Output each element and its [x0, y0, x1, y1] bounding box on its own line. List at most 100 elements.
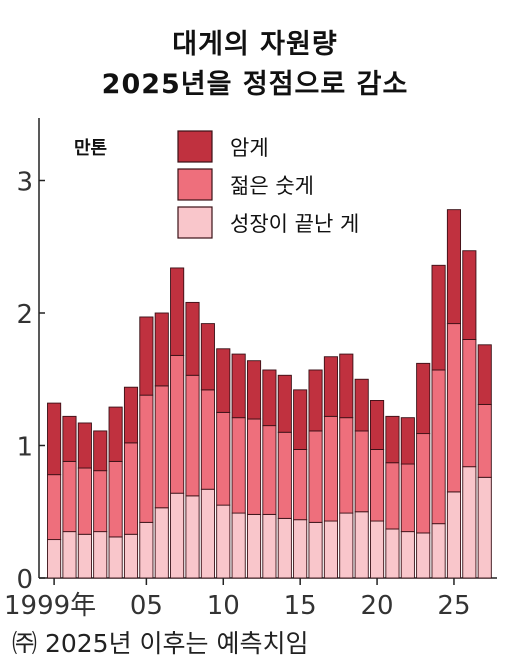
bar-segment-2022-s0	[400, 531, 415, 579]
x-tick-label: 05	[130, 591, 163, 621]
bar-segment-2004-s1	[123, 442, 139, 535]
bar-segment-2020-s0	[370, 520, 385, 579]
bar-segment-2010-s2	[216, 348, 231, 413]
bar-segment-2006-s1	[154, 385, 169, 509]
bar-segment-2004-s0	[123, 533, 139, 579]
bar-segment-2016-s1	[308, 430, 323, 523]
bar-segment-2011-s0	[231, 512, 246, 579]
bar-segment-2026-s2	[462, 250, 477, 340]
bar-segment-2009-s0	[200, 488, 215, 579]
bar-segment-2001-s1	[77, 467, 92, 535]
bar-segment-2024-s0	[431, 523, 446, 579]
bar-segment-2018-s1	[339, 417, 354, 514]
bar-segment-2026-s0	[462, 466, 477, 579]
bar-segment-2012-s2	[246, 360, 262, 420]
bar-segment-2023-s2	[416, 362, 431, 435]
bar-segment-2014-s0	[277, 517, 292, 579]
legend-label-1: 젊은 숫게	[230, 174, 314, 198]
bar-segment-2014-s1	[277, 431, 292, 519]
bar-segment-2021-s0	[385, 528, 400, 579]
bar-segment-2020-s2	[370, 400, 385, 450]
bar-segment-2025-s0	[446, 491, 462, 579]
x-tick-label: 20	[361, 591, 394, 621]
y-tick-label: 0	[16, 565, 33, 595]
bar-segment-2007-s2	[170, 267, 185, 356]
x-tick-label: 25	[437, 591, 470, 621]
bar-segment-2013-s1	[262, 425, 277, 515]
y-tick-label: 1	[16, 433, 33, 463]
bar-segment-1999-s1	[47, 474, 62, 541]
bar-segment-2012-s1	[246, 418, 262, 515]
y-tick-label: 2	[16, 300, 33, 330]
bar-segment-2013-s2	[262, 369, 277, 427]
bar-segment-2015-s2	[293, 389, 308, 450]
bar-segment-2001-s0	[77, 533, 92, 579]
x-tick-label: 10	[207, 591, 240, 621]
bar-segment-2024-s1	[431, 369, 446, 525]
bar-segment-2023-s1	[416, 433, 431, 534]
bar-segment-2011-s1	[231, 417, 246, 514]
bar-segment-2027-s0	[477, 476, 492, 579]
bar-segment-2004-s2	[123, 386, 139, 444]
chart-title-line-2: 2025년을 정점으로 감소	[101, 69, 409, 100]
bar-segment-2005-s1	[139, 394, 154, 523]
bar-segment-2008-s2	[185, 301, 200, 376]
bar-segment-2010-s0	[216, 504, 231, 579]
bar-segment-2002-s2	[93, 430, 108, 472]
bar-segment-2022-s1	[400, 463, 415, 533]
bar-segment-2024-s2	[431, 264, 446, 371]
bar-segment-2025-s2	[446, 209, 462, 325]
bar-segment-2000-s2	[62, 415, 77, 462]
bar-segment-2007-s1	[170, 354, 185, 494]
legend-swatch-0	[177, 130, 213, 163]
bar-segment-2009-s1	[200, 389, 215, 490]
bar-segment-2002-s1	[93, 470, 108, 533]
bar-segment-2014-s2	[277, 374, 292, 433]
y-tick-label: 3	[16, 168, 33, 198]
bar-segment-2003-s2	[108, 406, 123, 462]
bar-segment-2010-s1	[216, 411, 231, 506]
bar-segment-2000-s1	[62, 460, 77, 533]
bar-segment-2005-s2	[139, 316, 154, 396]
legend-swatch-1	[177, 168, 213, 201]
bar-segment-2000-s0	[62, 531, 77, 579]
bar-segment-2011-s2	[231, 353, 246, 419]
bar-segment-2001-s2	[77, 422, 92, 469]
bar-segment-2002-s0	[93, 531, 108, 579]
bar-segment-2017-s2	[323, 356, 338, 417]
bar-segment-2021-s2	[385, 415, 400, 464]
bar-segment-2021-s1	[385, 462, 400, 530]
unit-label: 만톤	[74, 138, 107, 159]
bar-segment-2017-s0	[323, 520, 338, 579]
bar-segment-2003-s1	[108, 460, 123, 538]
bar-segment-2008-s1	[185, 374, 200, 497]
bar-segment-2026-s1	[462, 339, 477, 468]
bar-segment-2003-s0	[108, 536, 123, 579]
x-tick-label: 1999年	[4, 591, 96, 621]
forecast-footnote: ㈜ 2025년 이후는 예측치임	[12, 629, 309, 658]
legend-swatch-2	[177, 206, 213, 239]
bar-segment-2019-s0	[354, 511, 369, 579]
bar-segment-2016-s0	[308, 521, 323, 579]
bar-segment-2005-s0	[139, 521, 154, 579]
bar-segment-2020-s1	[370, 449, 385, 522]
bar-segment-2022-s2	[400, 417, 415, 465]
legend-label-0: 암게	[230, 136, 269, 160]
bar-segment-2006-s2	[154, 312, 169, 387]
bar-segment-2019-s2	[354, 378, 369, 432]
legend-label-2: 성장이 끝난 게	[230, 212, 359, 236]
bar-segment-2012-s0	[246, 513, 262, 579]
bar-segment-2019-s1	[354, 430, 369, 513]
bar-segment-2017-s1	[323, 415, 338, 522]
chart-title-line-1: 대게의 자원량	[172, 29, 338, 60]
bar-segment-2008-s0	[185, 495, 200, 579]
bar-segment-2013-s0	[262, 513, 277, 579]
bar-segment-2018-s2	[339, 353, 354, 419]
bar-segment-2015-s0	[293, 519, 308, 579]
bar-segment-2006-s0	[154, 507, 169, 579]
bar-segment-2015-s1	[293, 449, 308, 521]
bar-segment-2025-s1	[446, 323, 462, 493]
bar-segment-1999-s0	[47, 539, 62, 579]
bar-segment-2016-s2	[308, 369, 323, 432]
